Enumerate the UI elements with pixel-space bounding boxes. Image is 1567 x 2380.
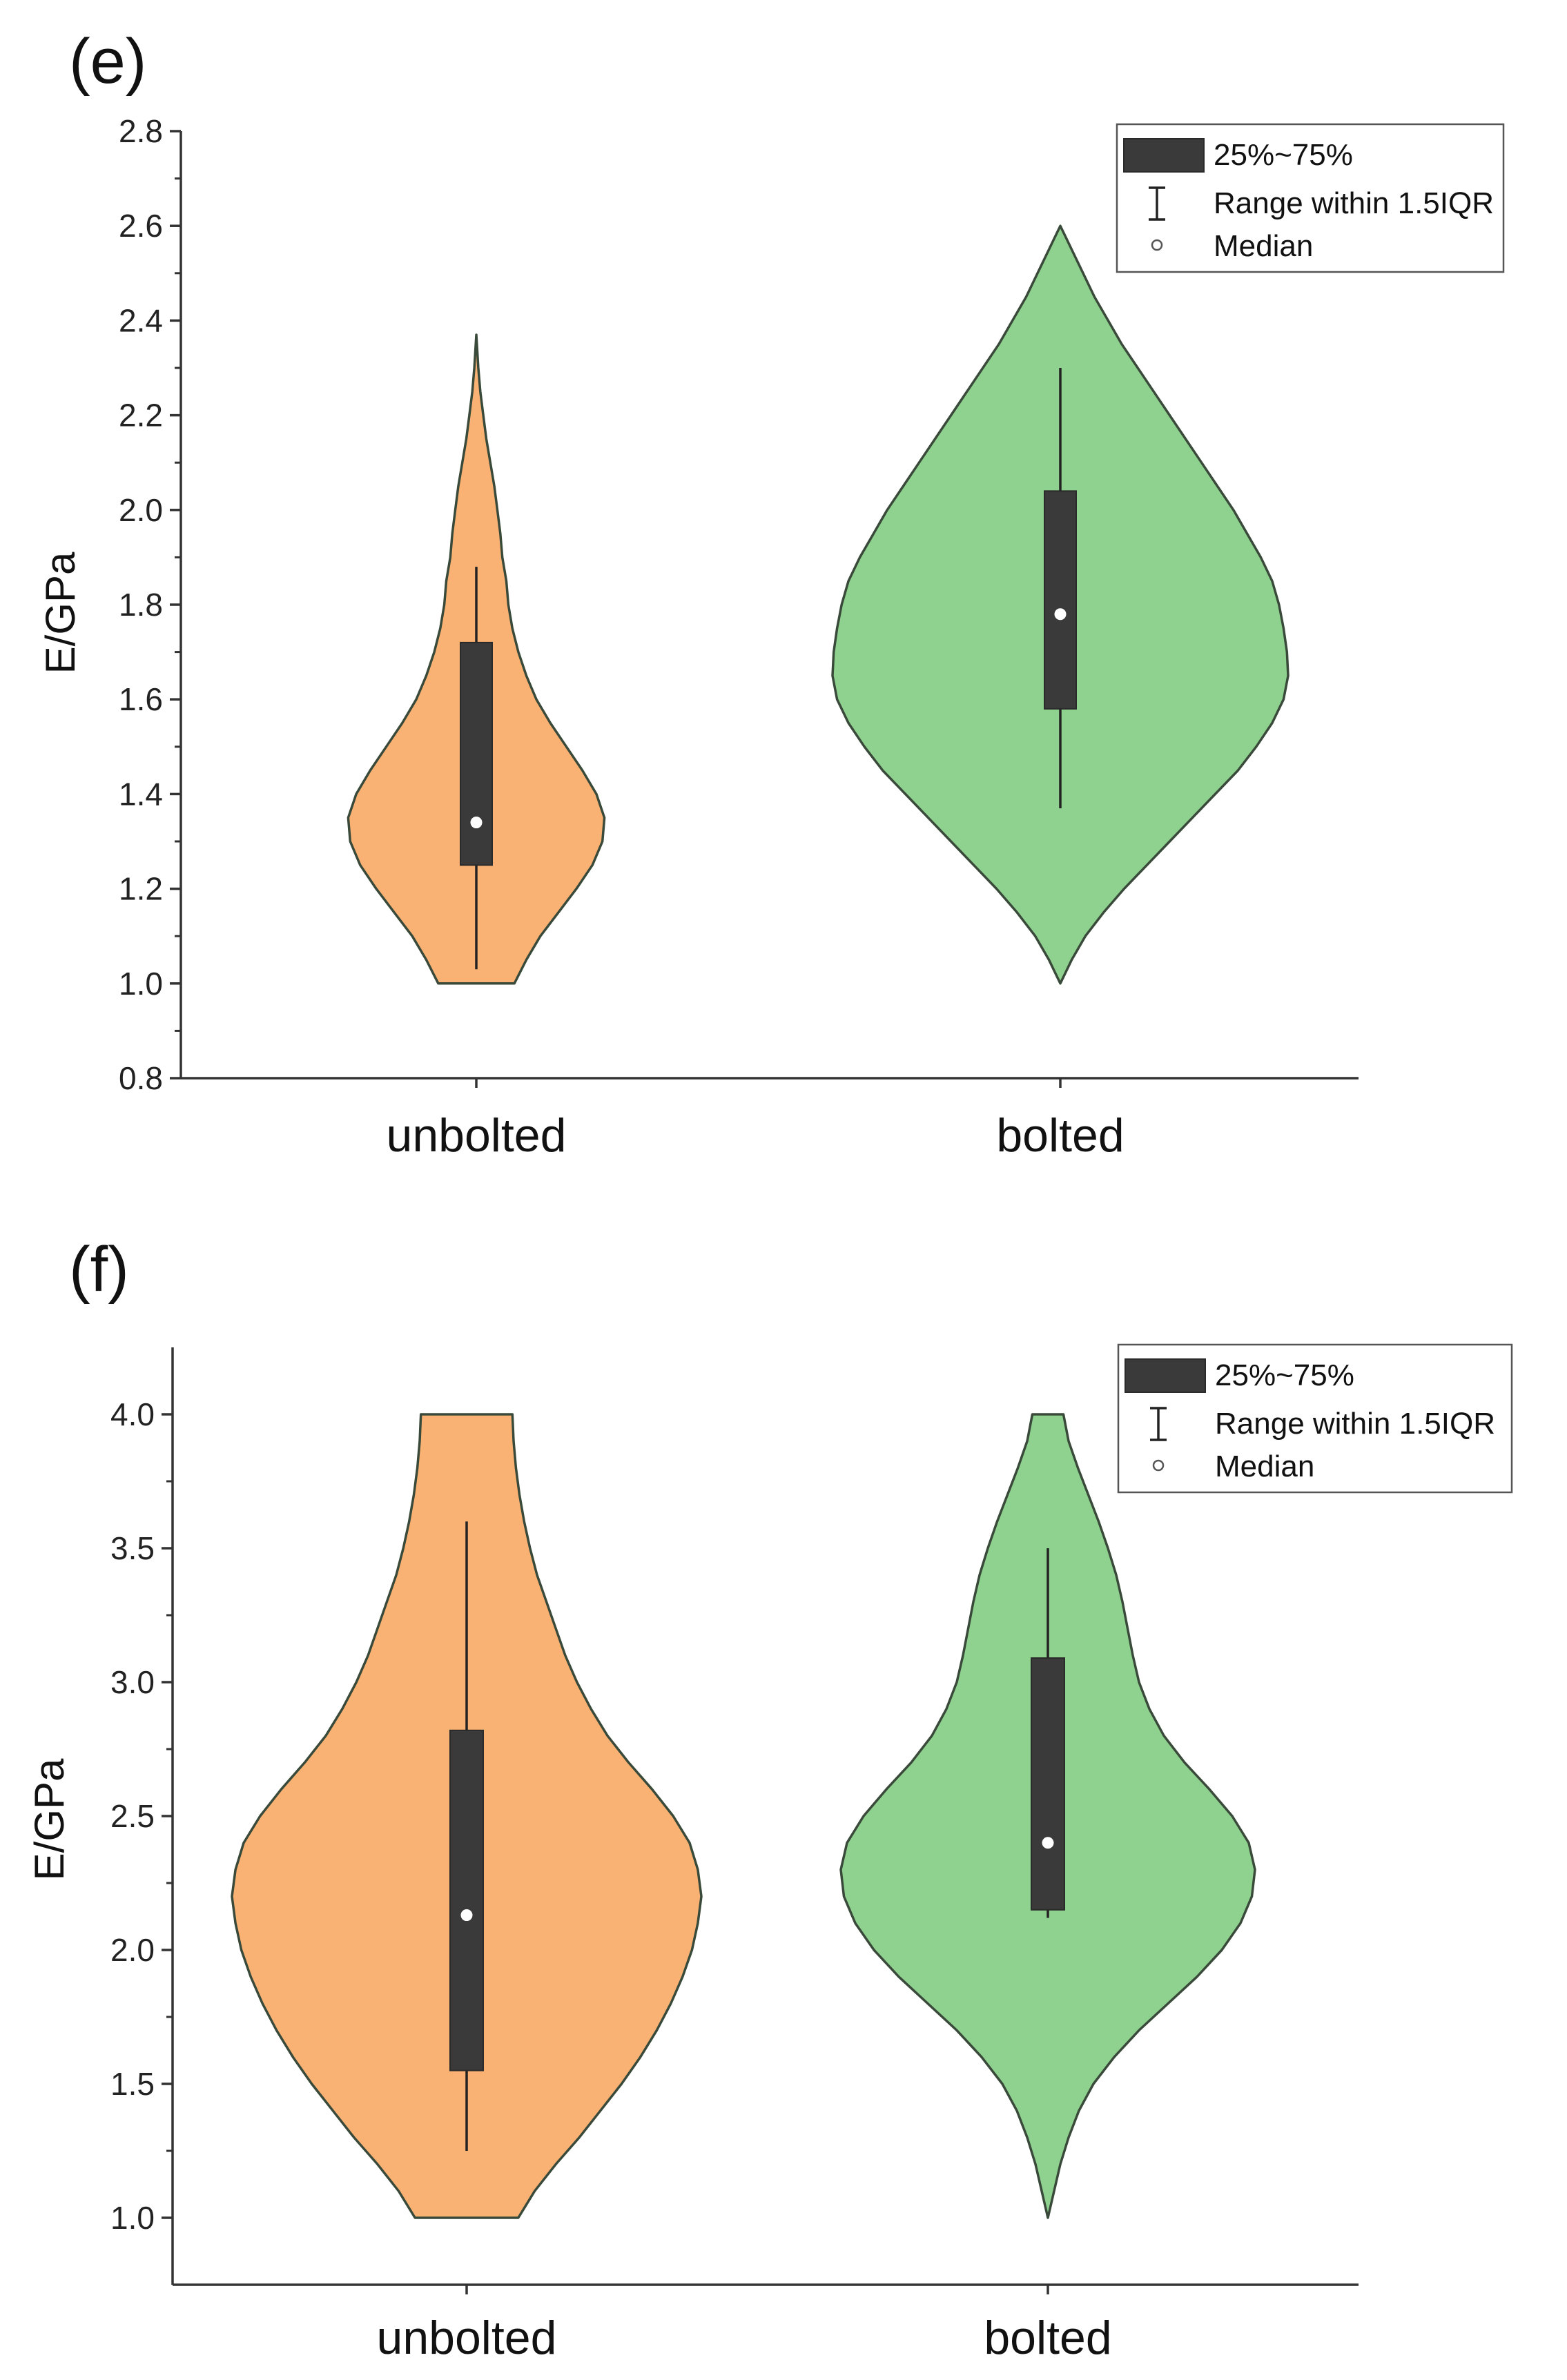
panel-label-e: (e) [69, 26, 146, 97]
y-tick-label: 1.6 [119, 681, 163, 717]
legend-item-iqr: 25%~75% [1214, 138, 1353, 172]
y-tick-label: 3.5 [110, 1530, 155, 1566]
iqr-box-bolted [1044, 491, 1076, 709]
legend-box-swatch [1124, 139, 1204, 172]
y-tick-label: 2.2 [119, 398, 163, 433]
y-tick-label: 1.0 [110, 2200, 155, 2236]
y-tick-label: 2.4 [119, 302, 163, 338]
y-tick-label: 0.8 [119, 1060, 163, 1096]
legend-median-swatch [1154, 1461, 1163, 1470]
plot-area-f: 1.0 1.5 2.0 2.5 3.0 3.5 4.0 unbolted bolted [110, 1347, 1359, 2364]
panel-label-f: (f) [69, 1234, 129, 1305]
y-tick-label: 1.0 [119, 966, 163, 1002]
y-tick-label: 1.5 [110, 2066, 155, 2102]
x-category-label: bolted [984, 2312, 1111, 2364]
legend-box-swatch [1125, 1359, 1205, 1392]
x-category-label: bolted [996, 1109, 1124, 1162]
legend-item-range: Range within 1.5IQR [1214, 186, 1494, 220]
legend-item-range: Range within 1.5IQR [1215, 1407, 1495, 1441]
legend-item-median: Median [1215, 1450, 1314, 1483]
legend-item-median: Median [1214, 229, 1313, 263]
y-tick-label: 1.8 [119, 587, 163, 623]
violin-chart-figure: (e) E/GPa 0.8 1.0 1.2 1.4 1.6 1.8 2.0 2.2 2.4 2.6… [0, 0, 1567, 2380]
legend-item-iqr: 25%~75% [1215, 1358, 1354, 1392]
iqr-box-bolted [1031, 1658, 1064, 1910]
median-bolted [1055, 609, 1066, 620]
chart-panel-f: (f) E/GPa 1.0 1.5 2.0 2.5 3.0 3.5 4.0 unbolted b… [26, 1234, 1512, 2364]
legend-f: 25%~75% Range within 1.5IQR Median [1118, 1345, 1512, 1492]
iqr-box-unbolted [450, 1730, 483, 2071]
x-category-label: unbolted [377, 2312, 557, 2364]
y-tick-label: 1.4 [119, 776, 163, 812]
y-axis-label-e: E/GPa [37, 552, 84, 674]
iqr-box-unbolted [460, 643, 492, 865]
x-category-label: unbolted [387, 1109, 567, 1162]
y-tick-label: 2.0 [119, 492, 163, 528]
y-tick-label: 2.6 [119, 208, 163, 244]
y-tick-label: 1.2 [119, 871, 163, 907]
median-unbolted [461, 1910, 472, 1921]
median-unbolted [471, 817, 482, 828]
median-bolted [1042, 1837, 1053, 1849]
legend-e: 25%~75% Range within 1.5IQR Median [1117, 124, 1503, 272]
y-tick-label: 4.0 [110, 1396, 155, 1432]
y-tick-label: 2.5 [110, 1798, 155, 1834]
y-axis-label-f: E/GPa [26, 1758, 72, 1880]
y-tick-label: 2.8 [119, 113, 163, 149]
y-tick-label: 2.0 [110, 1932, 155, 1968]
legend-median-swatch [1152, 240, 1162, 250]
y-tick-label: 3.0 [110, 1664, 155, 1700]
chart-panel-e: (e) E/GPa 0.8 1.0 1.2 1.4 1.6 1.8 2.0 2.2 2.4 2.6… [37, 26, 1503, 1162]
